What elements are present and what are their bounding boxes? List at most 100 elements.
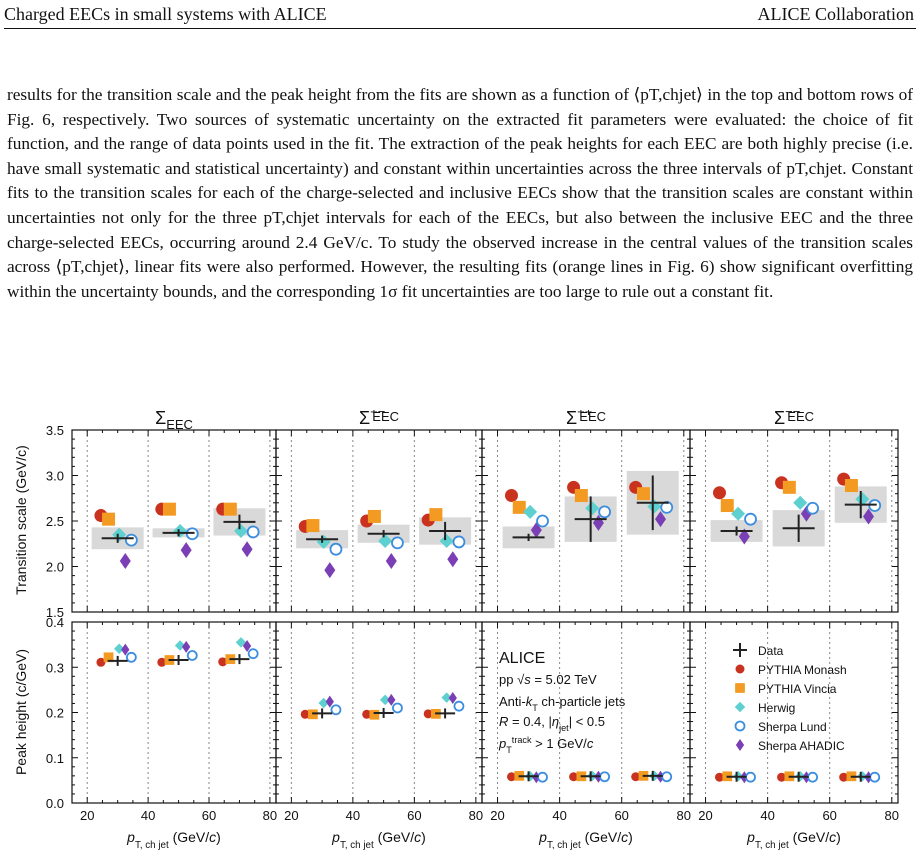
legend-label: Data	[758, 644, 784, 658]
running-title: Charged EECs in small systems with ALICE	[4, 4, 327, 24]
marker-sherpa-ahadic	[655, 511, 667, 528]
y-axis-label-bottom: Peak height (c/GeV)	[13, 649, 29, 775]
marker-pythia-vincia	[103, 652, 114, 663]
y-axis-label-top: Transition scale (GeV/c)	[13, 445, 29, 595]
marker-sherpa-ahadic	[738, 528, 750, 545]
marker-herwig	[439, 534, 454, 549]
marker-pythia-monash	[712, 486, 726, 500]
marker-herwig	[855, 492, 870, 507]
legend-label: PYTHIA Monash	[758, 663, 847, 677]
marker-sherpa-ahadic	[387, 693, 396, 706]
legend-marker-sherpa-lund	[734, 720, 746, 732]
marker-pythia-vincia	[782, 480, 796, 494]
x-tick-label: 80	[469, 808, 483, 823]
info-title: ALICE	[499, 650, 545, 667]
x-tick-label: 40	[760, 808, 774, 823]
x-tick-label: 40	[141, 808, 155, 823]
x-tick-label: 80	[885, 808, 899, 823]
info-line: pTtrack > 1 GeV/c	[498, 735, 594, 755]
legend-marker-pythia-vincia	[735, 683, 745, 693]
marker-herwig	[318, 697, 329, 709]
y-tick-label-top: 1.5	[46, 605, 64, 620]
x-axis-label: pT, ch jet (GeV/c)	[126, 829, 221, 851]
marker-sherpa-lund	[330, 704, 342, 716]
y-tick-label-top: 3.0	[46, 469, 64, 484]
marker-herwig	[235, 637, 247, 648]
marker-sherpa-ahadic	[324, 562, 336, 579]
marker-herwig	[585, 501, 600, 516]
paragraph-text: results for the transition scale and the…	[7, 85, 913, 301]
marker-pythia-vincia	[512, 500, 526, 514]
info-line: Anti-kT ch-particle jets	[499, 694, 626, 713]
marker-pythia-monash	[506, 772, 516, 782]
marker-sherpa-lund	[391, 536, 404, 550]
y-tick-label-bottom: 0.2	[46, 706, 64, 721]
x-tick-label: 20	[698, 808, 712, 823]
marker-pythia-vincia	[429, 508, 443, 522]
marker-pythia-vincia	[636, 487, 650, 501]
marker-sherpa-ahadic	[242, 639, 252, 652]
marker-sherpa-lund	[124, 533, 138, 547]
marker-herwig	[379, 694, 391, 706]
x-tick-label: 60	[822, 808, 836, 823]
figure-6-svg: 20 40 60 80 pT, ch jet (GeV/c) 20 40 60 80 pT, ch…	[13, 404, 899, 851]
x-tick-label: 20	[490, 808, 504, 823]
x-axis-label: pT, ch jet (GeV/c)	[538, 829, 633, 851]
marker-pythia-vincia	[367, 509, 381, 523]
marker-sherpa-ahadic	[182, 640, 191, 653]
marker-pythia-monash	[777, 772, 787, 782]
header-rule	[4, 28, 916, 29]
marker-herwig	[316, 534, 331, 549]
info-line: pp √s = 5.02 TeV	[499, 672, 597, 687]
marker-herwig	[174, 640, 186, 651]
marker-pythia-vincia	[102, 512, 116, 526]
marker-pythia-vincia	[574, 489, 588, 503]
marker-herwig	[173, 524, 188, 539]
x-tick-label: 60	[614, 808, 628, 823]
panel-title-0: ΣEEC	[155, 410, 193, 432]
marker-pythia-monash	[218, 657, 228, 667]
marker-sherpa-lund	[599, 771, 611, 783]
marker-pythia-vincia	[720, 499, 734, 513]
marker-sherpa-ahadic	[385, 553, 397, 570]
marker-sherpa-ahadic	[447, 551, 459, 568]
marker-sherpa-lund	[537, 771, 548, 783]
marker-pythia-vincia	[369, 709, 380, 720]
legend-label: Sherpa Lund	[758, 720, 827, 734]
marker-sherpa-lund	[745, 771, 756, 783]
marker-pythia-monash	[839, 772, 849, 782]
marker-herwig	[793, 495, 808, 510]
x-axis-label: pT, ch jet (GeV/c)	[331, 829, 426, 851]
y-tick-label-bottom: 0.0	[46, 796, 64, 811]
info-line: R = 0.4, |ηjet| < 0.5	[499, 714, 605, 733]
marker-sherpa-lund	[807, 771, 819, 783]
x-tick-label: 20	[80, 808, 94, 823]
y-tick-label-bottom: 0.4	[46, 615, 64, 630]
marker-herwig	[731, 506, 746, 521]
panel-title-3: Σ−−EEC	[774, 410, 814, 428]
marker-sherpa-lund	[869, 771, 881, 783]
x-tick-label: 80	[263, 808, 277, 823]
marker-sherpa-lund	[246, 525, 260, 539]
marker-sherpa-lund	[598, 505, 612, 519]
x-tick-label: 40	[552, 808, 566, 823]
legend-marker-sherpa-ahadic	[735, 739, 745, 751]
y-tick-label-top: 3.5	[46, 423, 64, 438]
marker-pythia-vincia	[844, 479, 858, 493]
x-tick-label: 60	[407, 808, 421, 823]
marker-sherpa-lund	[329, 542, 343, 556]
marker-pythia-monash	[157, 657, 167, 667]
x-tick-label: 40	[346, 808, 360, 823]
marker-sherpa-lund	[744, 512, 757, 526]
marker-sherpa-ahadic	[448, 692, 457, 705]
body-paragraph: results for the transition scale and the…	[7, 83, 913, 304]
x-tick-label: 60	[202, 808, 216, 823]
y-tick-label-bottom: 0.1	[46, 751, 64, 766]
marker-pythia-monash	[631, 772, 641, 782]
marker-sherpa-ahadic	[180, 542, 192, 559]
x-tick-label: 80	[677, 808, 691, 823]
marker-pythia-monash	[504, 489, 518, 503]
legend-label: Herwig	[758, 701, 795, 715]
x-axis-label: pT, ch jet (GeV/c)	[746, 829, 841, 851]
marker-sherpa-lund	[453, 700, 465, 712]
